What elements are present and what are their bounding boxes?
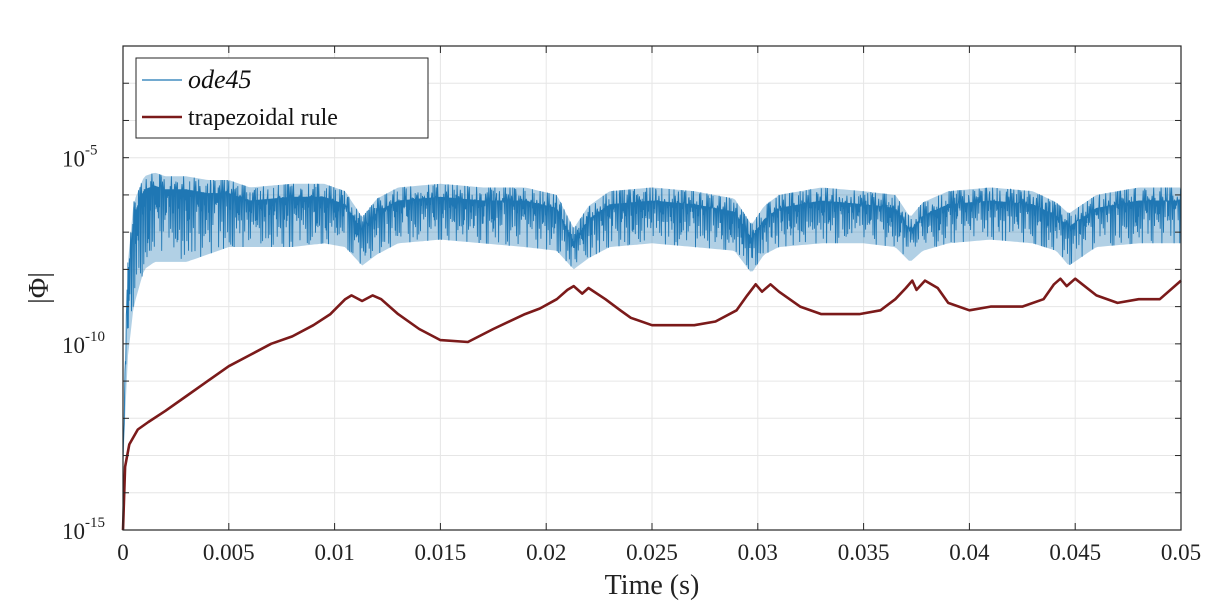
y-axis-title: |Φ| <box>24 272 55 304</box>
x-tick-label: 0.015 <box>415 540 467 565</box>
axis-ticks <box>122 45 1182 531</box>
x-axis-title: Time (s) <box>605 570 700 601</box>
x-tick-label: 0.025 <box>626 540 678 565</box>
y-tick-label-base: 10 <box>62 333 85 358</box>
legend-box <box>135 57 429 139</box>
legend-label-trapezoidal-rule: trapezoidal rule <box>188 105 338 131</box>
series-ode45-line <box>122 173 1182 464</box>
y-tick-label-base: 10 <box>62 519 85 544</box>
x-tick-label: 0.045 <box>1049 540 1101 565</box>
y-tick-label-base: 10 <box>62 147 85 172</box>
x-tick-label: 0.04 <box>949 540 990 565</box>
y-tick-label: 10 -5 <box>62 143 98 172</box>
x-tick-label: 0 <box>117 540 129 565</box>
series-layer <box>121 172 1182 531</box>
y-tick-label: 10 -15 <box>62 515 105 544</box>
y-tick-label: 10 -10 <box>62 329 105 358</box>
x-tick-label: 0.005 <box>203 540 255 565</box>
x-tick-label: 0.02 <box>526 540 566 565</box>
legend-label-ode45: ode45 <box>188 65 252 94</box>
series-trapezoidal-rule-line <box>121 277 1182 531</box>
x-tick-label: 0.035 <box>838 540 890 565</box>
x-tick-label: 0.03 <box>738 540 778 565</box>
x-tick-label: 0.05 <box>1161 540 1201 565</box>
y-tick-label-exponent: -15 <box>85 515 105 531</box>
x-tick-labels: 0 0.005 0.01 0.015 0.02 0.025 0.03 0.035 0.04 0.0… <box>117 540 1201 565</box>
x-tick-label: 0.01 <box>314 540 354 565</box>
y-tick-label-exponent: -5 <box>85 143 98 159</box>
series-ode45-band <box>123 172 1181 475</box>
y-tick-label-exponent: -10 <box>85 329 105 345</box>
legend: ode45 trapezoidal rule <box>135 57 429 139</box>
